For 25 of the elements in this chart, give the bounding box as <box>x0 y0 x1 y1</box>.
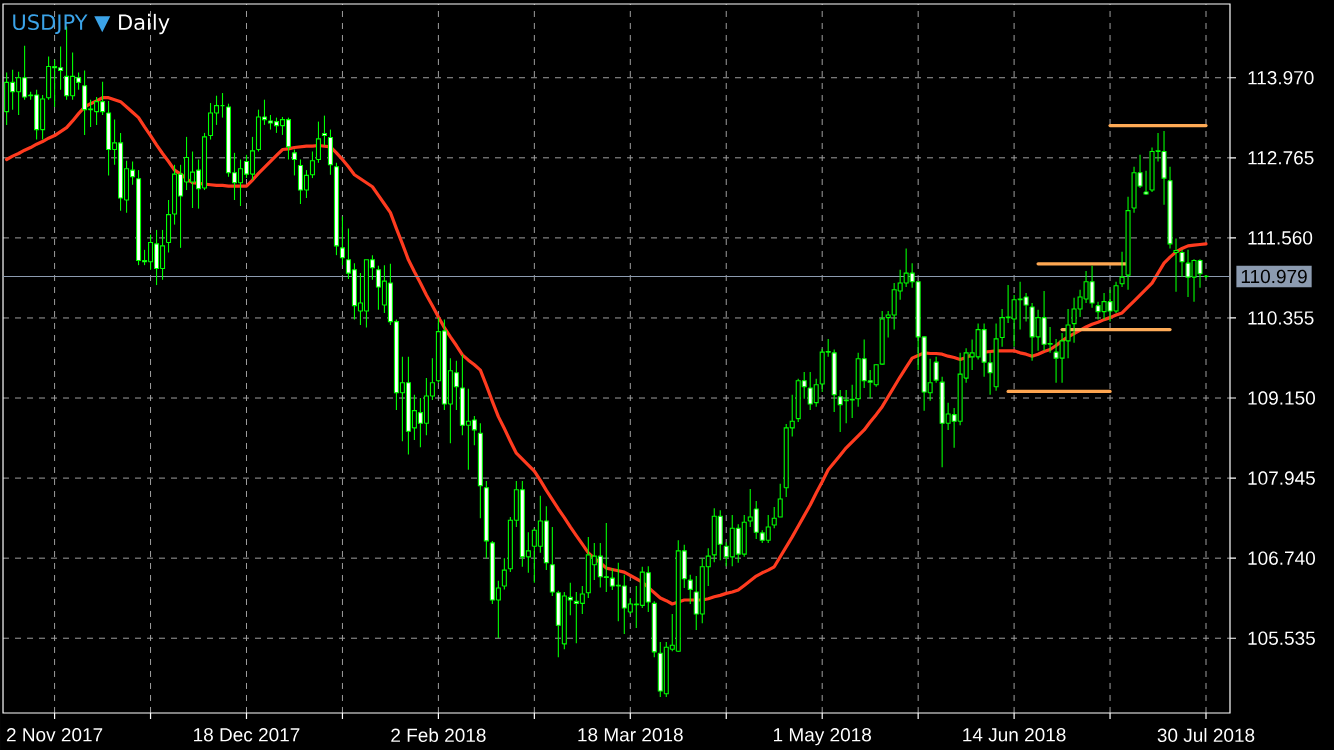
candlestick <box>477 422 483 519</box>
x-tick-label: 30 Jul 2018 <box>1157 728 1255 743</box>
candlestick <box>1167 166 1173 250</box>
y-tick-label: 113.970 <box>1248 71 1314 85</box>
y-tick-label: 111.560 <box>1248 231 1313 245</box>
x-tick-label: 14 Jun 2018 <box>963 728 1066 742</box>
y-tick-label: 112.765 <box>1248 151 1314 165</box>
y-tick-label: 110.355 <box>1248 311 1314 325</box>
chart-subtitle: Daily <box>119 13 170 35</box>
candlestick <box>1125 196 1131 291</box>
candlestick <box>933 356 939 384</box>
x-tick-label: 18 Dec 2017 <box>194 728 300 742</box>
candlestick <box>1143 170 1149 195</box>
y-tick-label: 105.535 <box>1248 631 1315 645</box>
y-tick-label: 107.945 <box>1248 471 1315 485</box>
y-tick-label: 106.740 <box>1248 551 1315 565</box>
x-tick-label: 2 Nov 2017 <box>6 728 103 742</box>
x-tick-label: 1 May 2018 <box>774 728 871 746</box>
chart-title: USDJPY ▼ <box>13 14 111 34</box>
candlestick <box>58 45 64 91</box>
ref-line-label: 110.979 <box>1241 269 1307 284</box>
x-tick-label: 18 Mar 2018 <box>578 728 683 742</box>
y-tick-label: 109.150 <box>1248 391 1315 405</box>
candlestick <box>1119 251 1125 288</box>
x-tick-label: 2 Feb 2018 <box>391 728 486 743</box>
